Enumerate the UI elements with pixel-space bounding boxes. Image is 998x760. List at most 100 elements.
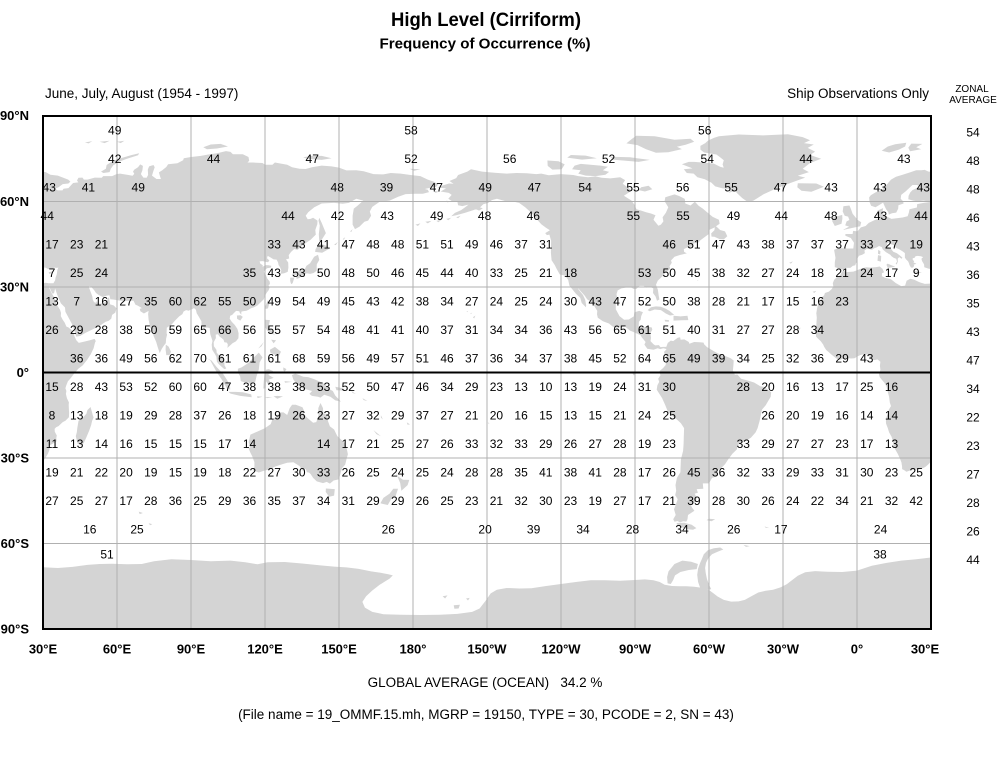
svg-text:33: 33 [317,465,331,479]
svg-text:27: 27 [966,467,980,481]
svg-text:90°E: 90°E [177,642,206,657]
svg-text:30°N: 30°N [0,280,29,295]
svg-text:57: 57 [292,323,306,337]
svg-text:29: 29 [144,408,158,422]
svg-text:23: 23 [966,439,980,453]
svg-text:25: 25 [366,465,380,479]
svg-text:61: 61 [638,323,652,337]
svg-text:48: 48 [966,154,980,168]
svg-text:34: 34 [811,323,825,337]
svg-text:29: 29 [761,437,775,451]
svg-text:52: 52 [342,380,356,394]
svg-text:34: 34 [514,323,528,337]
svg-text:50: 50 [366,266,380,280]
svg-text:37: 37 [514,237,528,251]
svg-text:27: 27 [613,494,627,508]
svg-text:37: 37 [416,408,430,422]
svg-text:25: 25 [663,408,677,422]
svg-text:15: 15 [45,380,59,394]
svg-text:60: 60 [169,380,183,394]
svg-text:43: 43 [874,209,888,223]
svg-text:44: 44 [41,209,55,223]
svg-text:50: 50 [144,323,158,337]
svg-text:24: 24 [874,523,888,537]
svg-text:29: 29 [539,437,553,451]
svg-text:28: 28 [712,294,726,308]
svg-text:18: 18 [218,465,232,479]
svg-text:55: 55 [724,180,738,194]
svg-text:15: 15 [193,437,207,451]
svg-text:53: 53 [638,266,652,280]
svg-text:58: 58 [404,123,418,137]
svg-text:16: 16 [119,437,133,451]
svg-text:62: 62 [169,351,183,365]
svg-text:90°S: 90°S [1,622,30,637]
svg-text:13: 13 [564,408,578,422]
svg-text:23: 23 [70,237,84,251]
svg-text:53: 53 [119,380,133,394]
svg-text:15: 15 [786,294,800,308]
svg-text:32: 32 [490,437,504,451]
svg-text:25: 25 [70,494,84,508]
svg-text:13: 13 [564,380,578,394]
svg-text:21: 21 [835,266,849,280]
svg-text:19: 19 [638,437,652,451]
svg-text:19: 19 [811,408,825,422]
svg-text:40: 40 [465,266,479,280]
svg-text:51: 51 [440,237,454,251]
svg-text:38: 38 [292,380,306,394]
svg-text:17: 17 [835,380,849,394]
svg-text:47: 47 [306,152,320,166]
svg-text:36: 36 [966,268,980,282]
svg-text:53: 53 [317,380,331,394]
svg-text:21: 21 [663,494,677,508]
svg-text:26: 26 [663,465,677,479]
svg-text:28: 28 [626,523,640,537]
svg-text:11: 11 [46,437,59,451]
svg-text:48: 48 [391,237,405,251]
svg-text:21: 21 [490,494,504,508]
svg-text:60°N: 60°N [0,194,29,209]
svg-text:49: 49 [317,294,331,308]
svg-text:49: 49 [479,180,493,194]
svg-text:39: 39 [687,494,701,508]
svg-text:35: 35 [144,294,158,308]
svg-text:32: 32 [737,465,751,479]
svg-text:13: 13 [70,408,84,422]
svg-text:52: 52 [613,351,627,365]
svg-text:34: 34 [966,382,980,396]
svg-text:43: 43 [897,152,911,166]
svg-text:30°E: 30°E [911,642,940,657]
svg-text:27: 27 [342,408,356,422]
svg-text:15: 15 [144,437,158,451]
svg-text:28: 28 [70,380,84,394]
svg-text:ZONAL: ZONAL [955,84,989,95]
svg-text:41: 41 [589,465,603,479]
svg-text:60°S: 60°S [1,536,30,551]
svg-text:37: 37 [539,351,553,365]
svg-text:56: 56 [589,323,603,337]
svg-text:60: 60 [193,380,207,394]
svg-text:35: 35 [514,465,528,479]
svg-text:47: 47 [391,380,405,394]
svg-text:90°W: 90°W [619,642,652,657]
svg-text:10: 10 [539,380,553,394]
svg-text:24: 24 [539,294,553,308]
svg-text:42: 42 [331,209,345,223]
svg-text:36: 36 [70,351,84,365]
svg-text:56: 56 [342,351,356,365]
svg-text:55: 55 [676,209,690,223]
svg-text:47: 47 [430,180,444,194]
svg-text:26: 26 [416,494,430,508]
svg-text:47: 47 [712,237,726,251]
svg-text:16: 16 [514,408,528,422]
svg-text:52: 52 [144,380,158,394]
svg-text:21: 21 [70,465,84,479]
svg-text:33: 33 [811,465,825,479]
svg-text:32: 32 [885,494,899,508]
svg-text:23: 23 [835,437,849,451]
svg-text:51: 51 [663,323,677,337]
svg-text:30: 30 [737,494,751,508]
svg-text:15: 15 [539,408,553,422]
svg-text:56: 56 [243,323,257,337]
